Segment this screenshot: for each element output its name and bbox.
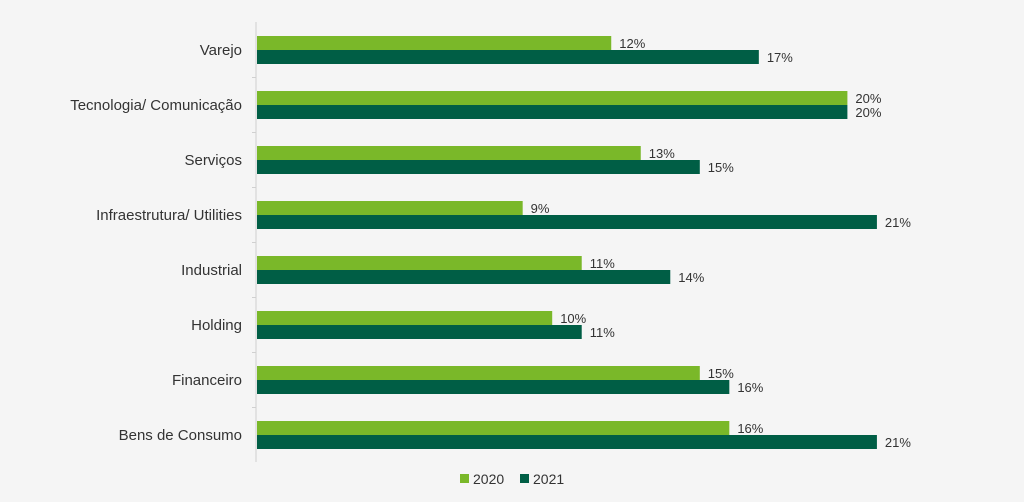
category-label: Tecnologia/ Comunicação — [70, 97, 242, 114]
data-label-2021: 16% — [737, 380, 763, 395]
data-label-2020: 12% — [619, 36, 645, 51]
data-label-2020: 16% — [737, 421, 763, 436]
category-label: Industrial — [181, 262, 242, 279]
bar-2021 — [257, 160, 700, 174]
bar-2021 — [257, 380, 730, 394]
data-label-2021: 11% — [590, 325, 615, 340]
bar-2021 — [257, 270, 671, 284]
category-label: Holding — [191, 317, 242, 334]
bar-2020 — [257, 256, 582, 270]
bar-2020 — [257, 36, 612, 50]
legend-label-2021: 2021 — [533, 471, 564, 487]
category-label: Bens de Consumo — [119, 427, 242, 444]
bar-2020 — [257, 366, 700, 380]
bar-2021 — [257, 325, 582, 339]
data-label-2020: 10% — [560, 311, 586, 326]
data-label-2021: 15% — [708, 160, 734, 175]
data-label-2020: 11% — [590, 256, 615, 271]
data-label-2021: 17% — [767, 50, 793, 65]
legend-swatch-2020 — [460, 474, 469, 483]
bar-2021 — [257, 50, 759, 64]
category-label: Financeiro — [172, 372, 242, 389]
data-label-2021: 21% — [885, 435, 911, 450]
data-label-2020: 20% — [855, 91, 881, 106]
category-label: Serviços — [184, 152, 242, 169]
bar-2021 — [257, 435, 877, 449]
bar-2021 — [257, 215, 877, 229]
bar-2020 — [257, 311, 553, 325]
data-label-2020: 15% — [708, 366, 734, 381]
bar-2021 — [257, 105, 848, 119]
category-label: Varejo — [200, 42, 242, 59]
bar-2020 — [257, 91, 848, 105]
category-label: Infraestrutura/ Utilities — [96, 207, 242, 224]
data-label-2021: 14% — [678, 270, 704, 285]
legend-swatch-2021 — [520, 474, 529, 483]
bar-2020 — [257, 421, 730, 435]
data-label-2021: 21% — [885, 215, 911, 230]
data-label-2020: 9% — [531, 201, 550, 216]
data-label-2020: 13% — [649, 146, 675, 161]
legend-label-2020: 2020 — [473, 471, 504, 487]
bar-2020 — [257, 146, 641, 160]
bar-2020 — [257, 201, 523, 215]
data-label-2021: 20% — [855, 105, 881, 120]
